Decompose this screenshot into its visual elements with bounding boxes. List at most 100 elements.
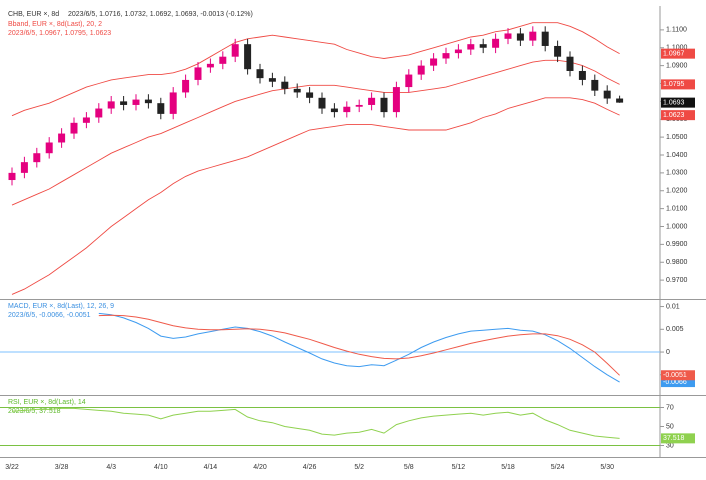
candle-body — [256, 69, 264, 79]
y-tick-label: 0.9700 — [666, 277, 688, 284]
value-badge — [661, 377, 695, 388]
indicator-line — [11, 407, 620, 439]
y-tick-label: 50 — [666, 423, 674, 430]
candle-body — [219, 56, 227, 64]
y-tick-label: 0.005 — [666, 326, 684, 333]
value-badge — [661, 370, 695, 381]
band-line — [11, 97, 620, 295]
band-value-label: 1.0623 — [663, 112, 685, 119]
y-tick-label: 1.0900 — [666, 62, 688, 69]
candle-body — [442, 53, 450, 59]
candle-body — [107, 101, 115, 109]
candle-body — [132, 99, 140, 105]
candle-body — [380, 97, 388, 113]
candle-body — [8, 172, 16, 181]
y-tick-label: 1.1000 — [666, 45, 688, 52]
candle-body — [20, 162, 28, 173]
candle-body — [516, 33, 524, 41]
candle-body — [293, 88, 301, 93]
x-tick-label: 5/12 — [452, 464, 466, 471]
y-tick-label: 1.0100 — [666, 205, 688, 212]
y-tick-label: 1.0200 — [666, 188, 688, 195]
x-tick-label: 3/22 — [5, 464, 19, 471]
y-tick-label: 0.9900 — [666, 241, 688, 248]
y-tick-label: 1.0300 — [666, 170, 688, 177]
band-line — [11, 59, 620, 206]
x-tick-label: 4/10 — [154, 464, 168, 471]
band-line — [11, 22, 620, 117]
value-badge — [661, 79, 695, 90]
candle-body — [616, 98, 624, 103]
value-badge — [661, 48, 695, 59]
rsi-subtitle: 2023/6/5, 37.518 — [8, 408, 61, 415]
candle-body — [368, 97, 376, 105]
candle-body — [244, 44, 252, 70]
candle-body — [492, 38, 500, 48]
candle-body — [58, 133, 66, 143]
candle-body — [529, 31, 537, 41]
y-tick-label: 1.0400 — [666, 152, 688, 159]
candle-body — [169, 92, 177, 114]
candle-body — [281, 81, 289, 89]
y-tick-label: 1.0500 — [666, 134, 688, 141]
value-badge — [661, 97, 695, 108]
candle-body — [541, 31, 549, 46]
value-badge — [661, 110, 695, 121]
y-tick-label: 0.9800 — [666, 259, 688, 266]
candle-body — [504, 33, 512, 39]
x-tick-label: 4/3 — [106, 464, 116, 471]
candle-body — [417, 65, 425, 75]
chart-title: CHB, EUR ×, 8d — [8, 11, 59, 18]
candle-body — [554, 45, 562, 57]
candle-body — [467, 44, 475, 50]
rsi-title: RSI, EUR ×, 8d(Last), 14 — [8, 399, 86, 406]
candle-body — [157, 103, 165, 114]
indicator-value-label: -0.0066 — [663, 379, 687, 386]
macd-subtitle: 2023/6/5, -0.0066, -0.0051 — [8, 312, 91, 319]
candle-body — [566, 56, 574, 71]
candle-body — [206, 63, 214, 68]
candle-body — [405, 74, 413, 88]
x-tick-label: 5/8 — [404, 464, 414, 471]
band-value-label: 1.0795 — [663, 81, 685, 88]
candle-body — [318, 97, 326, 109]
overlay-subtitle: 2023/6/5, 1.0967, 1.0795, 1.0623 — [8, 30, 111, 37]
y-tick-label: 30 — [666, 442, 674, 449]
indicator-value-label: -0.0051 — [663, 372, 687, 379]
candle-body — [268, 78, 276, 82]
y-tick-label: 0.01 — [666, 303, 680, 310]
candle-body — [82, 117, 90, 123]
value-badge — [661, 433, 695, 444]
indicator-value-label: 37.518 — [663, 435, 685, 442]
candle-body — [330, 108, 338, 113]
indicator-line — [98, 312, 620, 383]
indicator-line — [98, 314, 620, 376]
candle-body — [591, 79, 599, 91]
candle-body — [120, 101, 128, 105]
x-tick-label: 4/20 — [253, 464, 267, 471]
y-tick-label: 1.1100 — [666, 27, 687, 34]
candle-body — [306, 92, 314, 98]
candle-body — [70, 122, 78, 134]
candle-body — [182, 79, 190, 93]
candle-body — [343, 106, 351, 113]
candle-body — [603, 90, 611, 99]
overlay-title: Bband, EUR ×, 8d(Last), 20, 2 — [8, 21, 102, 28]
candle-body — [355, 104, 363, 107]
y-tick-label: 1.0000 — [666, 223, 688, 230]
x-tick-label: 4/26 — [303, 464, 317, 471]
candle-body — [454, 49, 462, 54]
x-tick-label: 5/30 — [600, 464, 614, 471]
candle-body — [578, 70, 586, 80]
macd-title: MACD, EUR ×, 8d(Last), 12, 26, 9 — [8, 303, 114, 310]
x-tick-label: 3/28 — [55, 464, 69, 471]
last-price-label: 1.0693 — [663, 99, 685, 106]
candle-body — [194, 67, 202, 80]
candle-body — [144, 99, 152, 104]
x-tick-label: 5/2 — [354, 464, 364, 471]
y-tick-label: 70 — [666, 404, 674, 411]
chart-subtitle: 2023/6/5, 1.0716, 1.0732, 1.0692, 1.0693… — [68, 11, 253, 18]
band-value-label: 1.0967 — [663, 50, 685, 57]
